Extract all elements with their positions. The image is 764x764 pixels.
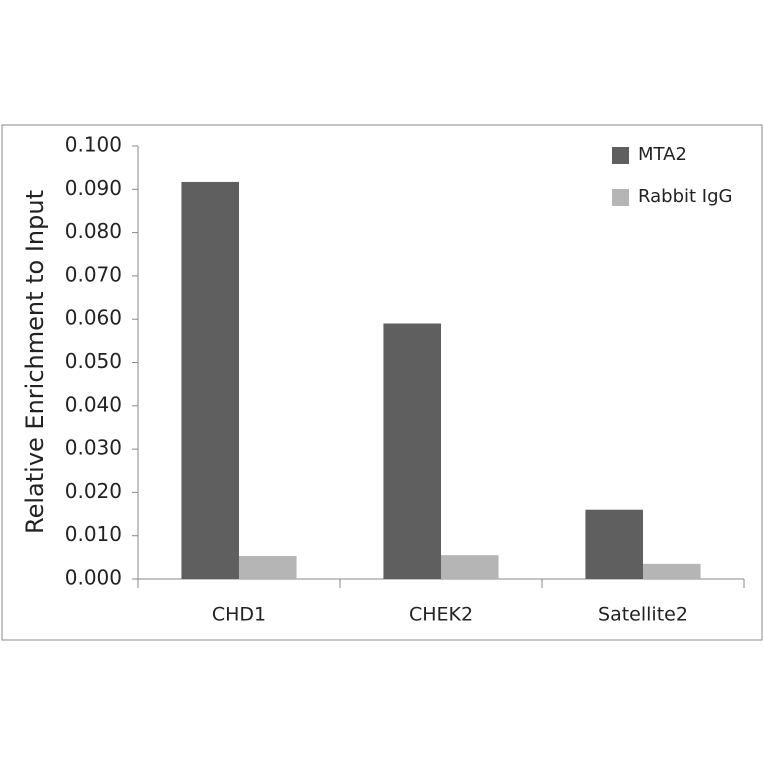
y-tick-label: 0.030 (65, 436, 122, 460)
y-tick-label: 0.090 (65, 176, 122, 200)
y-tick-label: 0.080 (65, 219, 122, 243)
y-axis-title: Relative Enrichment to Input (21, 190, 49, 534)
chart-border (1, 124, 763, 641)
y-tick-label: 0.010 (65, 522, 122, 546)
x-tick-label: CHD1 (212, 604, 266, 626)
bar (383, 323, 441, 579)
x-tick-label: Satellite2 (598, 604, 688, 626)
x-tick-label: CHEK2 (409, 604, 473, 626)
legend-label: MTA2 (638, 144, 687, 165)
legend-swatch (612, 189, 629, 206)
y-tick-label: 0.070 (65, 262, 122, 286)
legend-label: Rabbit IgG (638, 186, 732, 207)
bar (643, 563, 701, 579)
y-tick-label: 0.020 (65, 479, 122, 503)
y-tick-label: 0.060 (65, 306, 122, 330)
y-tick-label: 0.050 (65, 349, 122, 373)
y-tick-label: 0.000 (65, 566, 122, 590)
bar (441, 555, 499, 579)
bar (585, 509, 643, 579)
y-tick-label: 0.040 (65, 392, 122, 416)
bar (181, 181, 239, 579)
y-tick-label: 0.100 (65, 133, 122, 157)
legend-swatch (612, 147, 629, 164)
bar (239, 556, 297, 579)
